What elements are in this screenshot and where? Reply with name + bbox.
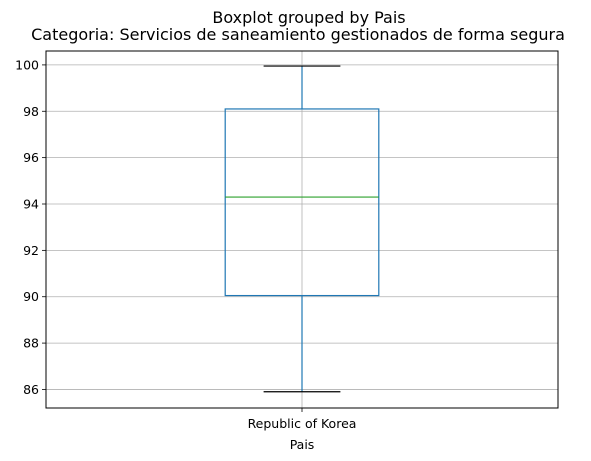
y-tick-label: 90 xyxy=(23,289,39,304)
y-tick-label: 86 xyxy=(23,382,39,397)
y-tick-label: 92 xyxy=(23,243,39,258)
chart-suptitle: Boxplot grouped by Pais xyxy=(212,8,405,27)
chart-title: Categoria: Servicios de saneamiento gest… xyxy=(31,25,565,44)
plot-frame xyxy=(45,50,559,409)
box-iqr xyxy=(224,108,380,297)
y-tick-label: 98 xyxy=(23,104,39,119)
x-axis-label: Pais xyxy=(290,437,315,452)
x-axis-ticks: Republic of Korea xyxy=(248,408,357,431)
x-tick-label: Republic of Korea xyxy=(248,416,357,431)
y-axis-ticks: 86 88 90 92 94 96 98 100 xyxy=(15,57,46,397)
y-tick-label: 94 xyxy=(23,197,39,212)
y-tick-label: 88 xyxy=(23,336,39,351)
y-tick-label: 96 xyxy=(23,150,39,165)
y-tick-label: 100 xyxy=(15,57,39,72)
box-series xyxy=(224,65,380,393)
